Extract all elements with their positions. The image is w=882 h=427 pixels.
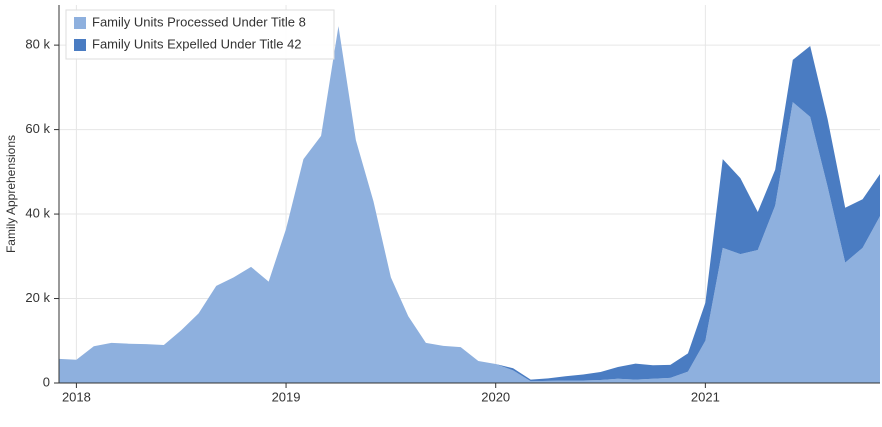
legend: Family Units Processed Under Title 8 Fami… xyxy=(65,9,335,60)
x-tick-label: 2018 xyxy=(62,389,91,404)
y-tick-label: 60 k xyxy=(25,121,50,136)
x-tick-label: 2019 xyxy=(272,389,301,404)
legend-box xyxy=(65,9,335,60)
area xyxy=(59,26,880,384)
legend-label: Family Units Processed Under Title 8 xyxy=(92,14,306,29)
y-axis-label: Family Apprehensions xyxy=(4,135,18,253)
legend-label: Family Units Expelled Under Title 42 xyxy=(92,36,302,51)
y-tick-label: 40 k xyxy=(25,205,50,220)
legend-swatch xyxy=(74,39,86,51)
area xyxy=(59,26,880,382)
y-tick-label: 0 xyxy=(43,374,50,389)
y-tick-label: 20 k xyxy=(25,290,50,305)
y-tick-label: 80 k xyxy=(25,37,50,52)
x-tick-label: 2021 xyxy=(691,389,720,404)
legend-swatch xyxy=(74,17,86,29)
x-tick-label: 2020 xyxy=(481,389,510,404)
